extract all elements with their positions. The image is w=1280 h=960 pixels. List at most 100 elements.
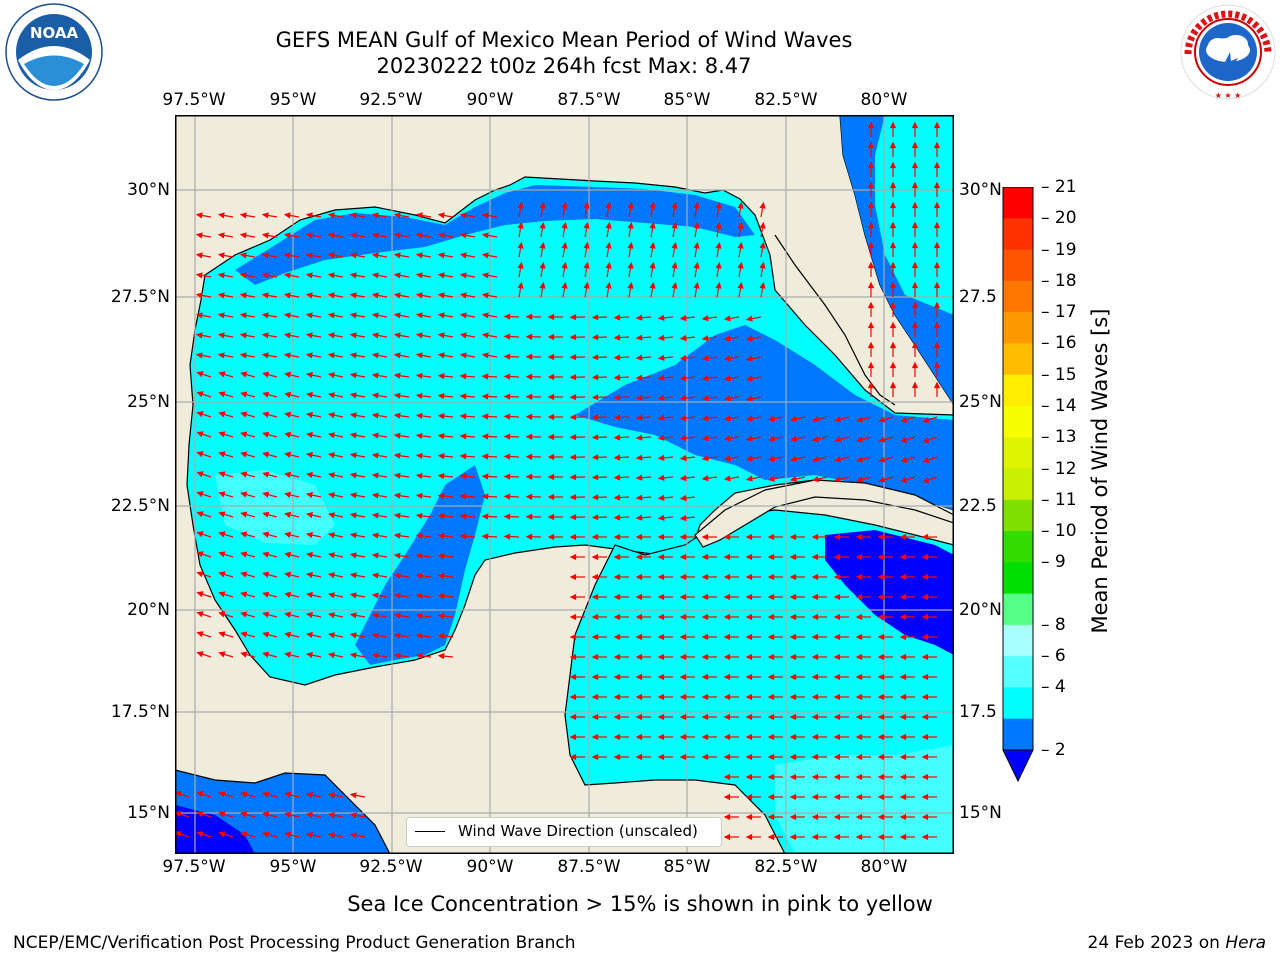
wave-direction-arrowhead xyxy=(657,713,665,721)
wave-direction-arrowhead xyxy=(240,831,248,838)
wave-direction-arrowhead xyxy=(196,551,204,558)
wave-direction-arrowhead xyxy=(635,693,643,701)
wave-direction-arrowhead xyxy=(679,673,687,681)
wave-direction-arrowhead xyxy=(889,221,897,229)
wave-direction-arrowhead xyxy=(591,374,599,381)
wave-direction-arrowhead xyxy=(745,693,753,701)
wave-direction-arrowhead xyxy=(679,593,687,601)
wave-direction-arrowhead xyxy=(503,473,511,480)
map-panel xyxy=(175,115,954,854)
wave-direction-arrowhead xyxy=(262,451,270,458)
wave-direction-arrowhead xyxy=(701,435,709,442)
wave-direction-arrowhead xyxy=(547,433,555,441)
wave-direction-arrowhead xyxy=(371,232,379,239)
wave-direction-arrowhead xyxy=(517,261,524,269)
wave-direction-arrowhead xyxy=(867,121,875,129)
wave-direction-arrowhead xyxy=(218,511,226,518)
wave-direction-arrowhead xyxy=(833,573,841,581)
wave-direction-arrowhead xyxy=(635,713,643,721)
wave-direction-arrowhead xyxy=(811,793,819,801)
wave-direction-arrowhead xyxy=(833,533,841,541)
wave-direction-arrowhead xyxy=(305,292,313,299)
wave-direction-arrowhead xyxy=(561,281,568,289)
wave-direction-arrowhead xyxy=(679,533,687,541)
wave-direction-arrowhead xyxy=(349,392,357,399)
wave-direction-arrowhead xyxy=(833,653,841,661)
wave-direction-arrowhead xyxy=(195,232,203,239)
wave-direction-arrowhead xyxy=(437,573,445,580)
wave-direction-arrowhead xyxy=(605,221,612,229)
wave-direction-arrowhead xyxy=(437,593,445,600)
wave-direction-arrowhead xyxy=(591,593,599,601)
wave-direction-arrowhead xyxy=(921,713,929,721)
wave-direction-arrowhead xyxy=(262,831,270,838)
wave-direction-arrowhead xyxy=(877,573,885,581)
wave-direction-arrowhead xyxy=(922,456,930,463)
wave-direction-arrowhead xyxy=(933,341,941,349)
colorbar-tick-label: – 9 xyxy=(1041,552,1066,573)
wave-direction-arrowhead xyxy=(240,431,248,438)
wave-direction-arrowhead xyxy=(855,553,863,561)
wave-direction-arrowhead xyxy=(262,591,270,598)
wave-direction-arrowhead xyxy=(239,212,247,219)
wave-direction-arrowhead xyxy=(591,553,599,561)
wave-direction-arrowhead xyxy=(723,395,731,402)
wave-direction-arrowhead xyxy=(393,292,401,299)
wave-direction-arrowhead xyxy=(591,733,599,741)
wave-direction-arrowhead xyxy=(933,141,941,149)
wave-direction-arrowhead xyxy=(856,416,864,423)
wave-direction-arrowhead xyxy=(415,352,423,359)
wave-direction-arrowhead xyxy=(657,693,665,701)
wave-direction-arrowhead xyxy=(240,811,248,818)
wave-direction-arrowhead xyxy=(459,232,467,239)
wave-direction-arrowhead xyxy=(262,491,270,498)
wave-direction-arrowhead xyxy=(481,272,489,279)
colorbar-tick-label: – 21 xyxy=(1041,177,1077,197)
cuba-island xyxy=(694,479,954,548)
wave-direction-arrowhead xyxy=(284,431,292,438)
noaa-logo: NOAA xyxy=(4,2,104,102)
wave-direction-arrowhead xyxy=(877,653,885,661)
lat-tick-right: 27.5 xyxy=(959,287,997,307)
colorbar-tick-label: – 15 xyxy=(1041,364,1077,385)
wave-direction-arrowhead xyxy=(262,371,270,378)
wave-direction-arrowhead xyxy=(371,612,379,619)
wave-direction-arrowhead xyxy=(627,221,634,229)
wave-direction-arrowhead xyxy=(671,281,678,289)
wave-direction-arrowhead xyxy=(899,553,907,561)
wave-direction-arrowhead xyxy=(437,373,445,380)
wave-direction-arrowhead xyxy=(759,241,766,249)
wave-direction-arrowhead xyxy=(327,512,335,519)
wave-direction-arrowhead xyxy=(437,292,445,299)
wave-direction-arrowhead xyxy=(569,454,577,461)
wave-direction-arrowhead xyxy=(195,212,203,219)
wave-direction-arrowhead xyxy=(811,733,819,741)
wave-direction-arrowhead xyxy=(613,334,621,341)
wave-direction-arrowhead xyxy=(635,434,643,441)
wave-direction-arrowhead xyxy=(349,472,357,479)
wave-direction-arrowhead xyxy=(371,492,379,499)
wave-direction-arrowhead xyxy=(305,312,313,319)
wave-direction-arrowhead xyxy=(393,432,401,439)
wave-direction-arrowhead xyxy=(547,413,555,421)
wave-direction-arrowhead xyxy=(591,633,599,641)
wave-direction-arrowhead xyxy=(789,833,797,841)
wave-direction-arrowhead xyxy=(415,632,423,640)
lat-tick-left: 30°N xyxy=(127,180,170,200)
wave-direction-arrowhead xyxy=(613,633,621,641)
wave-direction-arrowhead xyxy=(371,332,379,339)
colorbar-segment xyxy=(1003,249,1033,282)
wave-direction-arrowhead xyxy=(789,793,797,801)
caribbean-light xyxy=(775,745,954,854)
wave-direction-arrowhead xyxy=(539,261,546,269)
wave-direction-arrowhead xyxy=(627,261,634,269)
wave-direction-arrowhead xyxy=(327,332,335,339)
wave-direction-arrowhead xyxy=(613,314,621,321)
wave-direction-arrowhead xyxy=(284,591,292,598)
wave-direction-arrowhead xyxy=(921,673,929,681)
wave-direction-arrowhead xyxy=(459,312,467,319)
lat-tick-right: 25°N xyxy=(959,392,1002,412)
wave-direction-arrowhead xyxy=(583,221,590,229)
wave-direction-arrowhead xyxy=(327,652,335,659)
colorbar-tick-label: – 2 xyxy=(1041,740,1066,760)
